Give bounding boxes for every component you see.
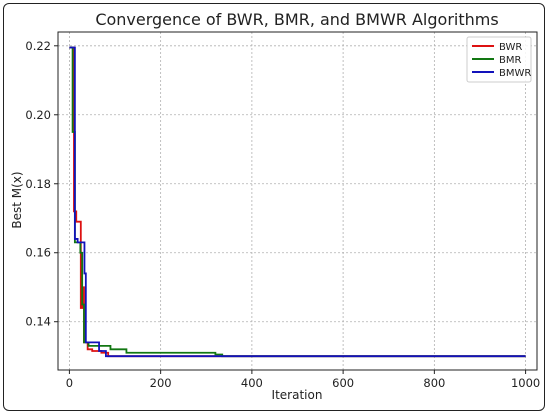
series-line-bwr — [69, 46, 526, 358]
x-tick-label: 400 — [241, 376, 263, 390]
series-layer — [69, 46, 526, 358]
legend-label-bmwr: BMWR — [499, 68, 531, 79]
legend-label-bmr: BMR — [499, 55, 521, 66]
y-tick-label: 0.20 — [25, 108, 51, 122]
legend-label-bwr: BWR — [499, 42, 522, 53]
y-tick-label: 0.22 — [25, 39, 51, 53]
y-tick-label: 0.18 — [25, 177, 51, 191]
legend-box — [466, 36, 532, 83]
x-tick-label: 200 — [150, 376, 172, 390]
y-axis-label: Best M(x) — [10, 171, 24, 228]
x-tick-label: 1000 — [511, 376, 540, 390]
chart-title: Convergence of BWR, BMR, and BMWR Algori… — [95, 10, 498, 29]
y-tick-label: 0.14 — [25, 315, 51, 329]
series-line-bmr — [69, 46, 526, 358]
axis-ticks: 0 200 400 600 800 1000 0.14 0.16 0.18 0.20 0.22 — [25, 39, 540, 390]
grid-lines — [58, 32, 537, 370]
x-tick-label: 600 — [332, 376, 354, 390]
series-line-bmwr — [69, 46, 526, 358]
plot-area-border — [57, 31, 538, 371]
y-tick-label: 0.16 — [25, 246, 51, 260]
legend: BWR BMR BMWR — [466, 36, 532, 83]
x-tick-label: 0 — [66, 376, 73, 390]
x-axis-label: Iteration — [272, 388, 323, 402]
x-tick-label: 800 — [423, 376, 445, 390]
